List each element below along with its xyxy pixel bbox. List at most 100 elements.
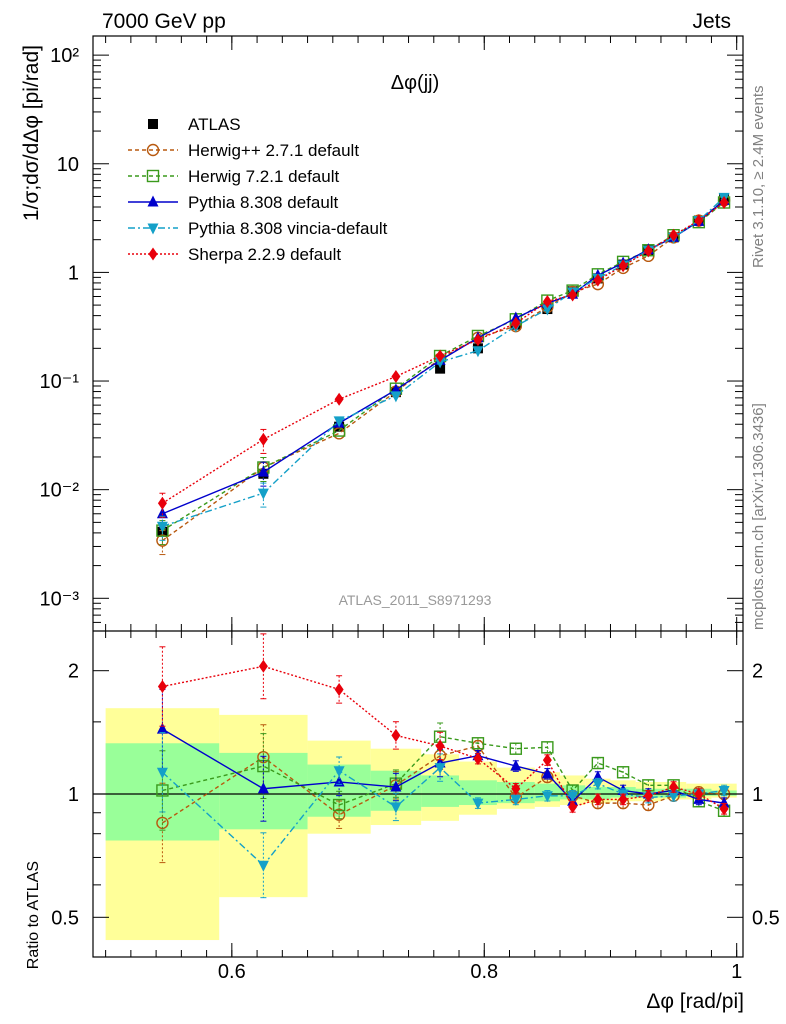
ratio-y-axis-label: Ratio to ATLAS <box>25 861 42 969</box>
data-point <box>541 741 554 754</box>
process-label: Jets <box>692 10 731 33</box>
data-point <box>592 779 604 791</box>
ratio-tick-label-left: 2 <box>68 661 79 683</box>
data-point <box>694 214 704 228</box>
series-line <box>162 201 725 504</box>
ratio-tick-label-right: 0.5 <box>752 907 780 929</box>
data-point <box>618 259 628 273</box>
series-line <box>162 196 725 527</box>
beam-label: 7000 GeV pp <box>102 10 226 33</box>
legend-label: Herwig 7.2.1 default <box>188 167 339 186</box>
main-series <box>157 195 729 518</box>
data-point <box>157 496 167 510</box>
data-point <box>390 391 402 403</box>
legend-label: Pythia 8.308 default <box>188 193 339 212</box>
data-point <box>567 791 579 803</box>
data-series <box>156 192 731 899</box>
data-point <box>333 775 345 787</box>
ratio-uncertainty-bands <box>93 708 743 941</box>
data-point <box>593 792 603 806</box>
data-point <box>668 791 680 803</box>
data-point <box>434 357 446 369</box>
data-point <box>156 767 168 779</box>
data-point <box>591 756 605 770</box>
data-point <box>541 767 553 779</box>
data-point <box>146 143 160 157</box>
legend: ATLAS Herwig++ 2.7.1 default Herwig 7.2.1 … <box>128 115 388 264</box>
legend-label: Sherpa 2.2.9 default <box>188 245 341 264</box>
data-point <box>257 782 269 794</box>
data-point <box>541 791 553 803</box>
data-point <box>472 346 484 358</box>
data-point <box>694 787 704 801</box>
data-point <box>618 792 628 806</box>
data-point <box>719 195 729 209</box>
data-point <box>510 794 522 806</box>
x-tick-label: 1 <box>731 961 742 983</box>
ratio-tick-label-left: 0.5 <box>51 907 79 929</box>
legend-label: Pythia 8.308 vincia-default <box>188 219 388 238</box>
data-point <box>719 802 729 816</box>
y-tick-label: 10⁻³ <box>40 588 80 610</box>
chart-axes: 0.6 0.8 1 10⁻³ 10⁻² 10⁻¹ 1 10 10² 0.5 0.5 1 1 2 2 <box>40 35 780 983</box>
data-point <box>258 432 268 446</box>
data-point <box>669 780 679 794</box>
data-point <box>593 273 603 287</box>
series-line <box>162 199 725 542</box>
data-point <box>509 742 523 755</box>
data-point <box>332 798 346 812</box>
data-point <box>156 507 168 519</box>
data-point <box>391 370 401 384</box>
data-point <box>511 316 521 330</box>
y-tick-label: 10 <box>57 154 79 176</box>
ratio-series <box>157 633 729 816</box>
x-tick-label: 0.8 <box>470 961 498 983</box>
x-tick-label: 0.6 <box>218 961 246 983</box>
data-point <box>258 659 268 673</box>
data-point <box>156 722 168 734</box>
data-point <box>148 247 158 261</box>
mcplots-reference-label: mcplots.cern.ch [arXiv:1306.3436] <box>750 403 767 630</box>
data-point <box>718 796 730 808</box>
data-point <box>643 244 653 258</box>
data-point <box>390 780 402 792</box>
data-point <box>471 737 485 750</box>
data-point <box>643 789 653 803</box>
data-point <box>718 785 730 797</box>
plot-frame <box>92 35 744 958</box>
data-point <box>435 363 446 374</box>
data-point <box>147 195 159 207</box>
analysis-watermark: ATLAS_2011_S8971293 <box>339 592 492 608</box>
ratio-tick-label-right: 1 <box>752 784 763 806</box>
data-point <box>257 860 269 872</box>
data-point <box>391 728 401 742</box>
data-point <box>568 288 578 302</box>
ratio-tick-label-left: 1 <box>68 784 79 806</box>
y-tick-label: 10⁻¹ <box>40 371 80 393</box>
data-point <box>510 759 522 771</box>
rivet-version-label: Rivet 3.1.10, ≥ 2.4M events <box>750 86 767 269</box>
data-point <box>157 679 167 693</box>
y-tick-label: 10² <box>50 45 79 67</box>
ratio-tick-label-right: 2 <box>752 661 763 683</box>
data-point <box>334 682 344 696</box>
data-point <box>541 304 553 316</box>
x-axis-label: Δφ [rad/pi] <box>646 990 744 1013</box>
uncertainty-band-inner <box>421 775 460 807</box>
data-point <box>435 349 445 363</box>
data-point <box>334 392 344 406</box>
data-point <box>434 763 446 775</box>
y-tick-label: 1 <box>68 262 79 284</box>
data-point <box>147 223 159 235</box>
data-point <box>435 739 445 753</box>
legend-label: ATLAS <box>188 115 241 134</box>
data-point <box>542 753 552 767</box>
plot-title: Δφ(jj) <box>391 72 440 94</box>
data-point <box>148 119 158 129</box>
data-point <box>390 802 402 814</box>
main-y-axis-label: 1/σ;dσ/dΔφ [pi/rad] <box>20 45 43 221</box>
data-point <box>333 416 345 428</box>
data-point <box>511 782 521 796</box>
data-point <box>156 521 168 533</box>
data-point <box>156 534 169 547</box>
